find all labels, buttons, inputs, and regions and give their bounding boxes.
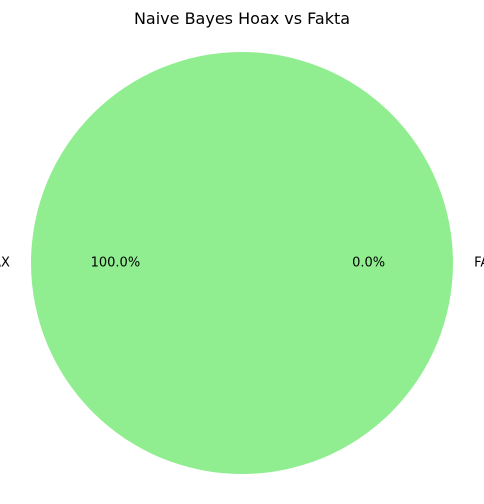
pie-slice-hoax xyxy=(31,52,453,474)
slice-label-fakta: FAKTA xyxy=(474,256,484,271)
pie-slices xyxy=(31,52,453,474)
chart-title: Naive Bayes Hoax vs Fakta xyxy=(134,9,350,28)
slice-label-hoax: HOAX xyxy=(0,256,10,271)
pct-label-fakta: 0.0% xyxy=(352,256,385,271)
pct-label-hoax: 100.0% xyxy=(91,256,141,271)
pie-labels: HOAX 100.0% FAKTA 0.0% xyxy=(0,256,484,271)
